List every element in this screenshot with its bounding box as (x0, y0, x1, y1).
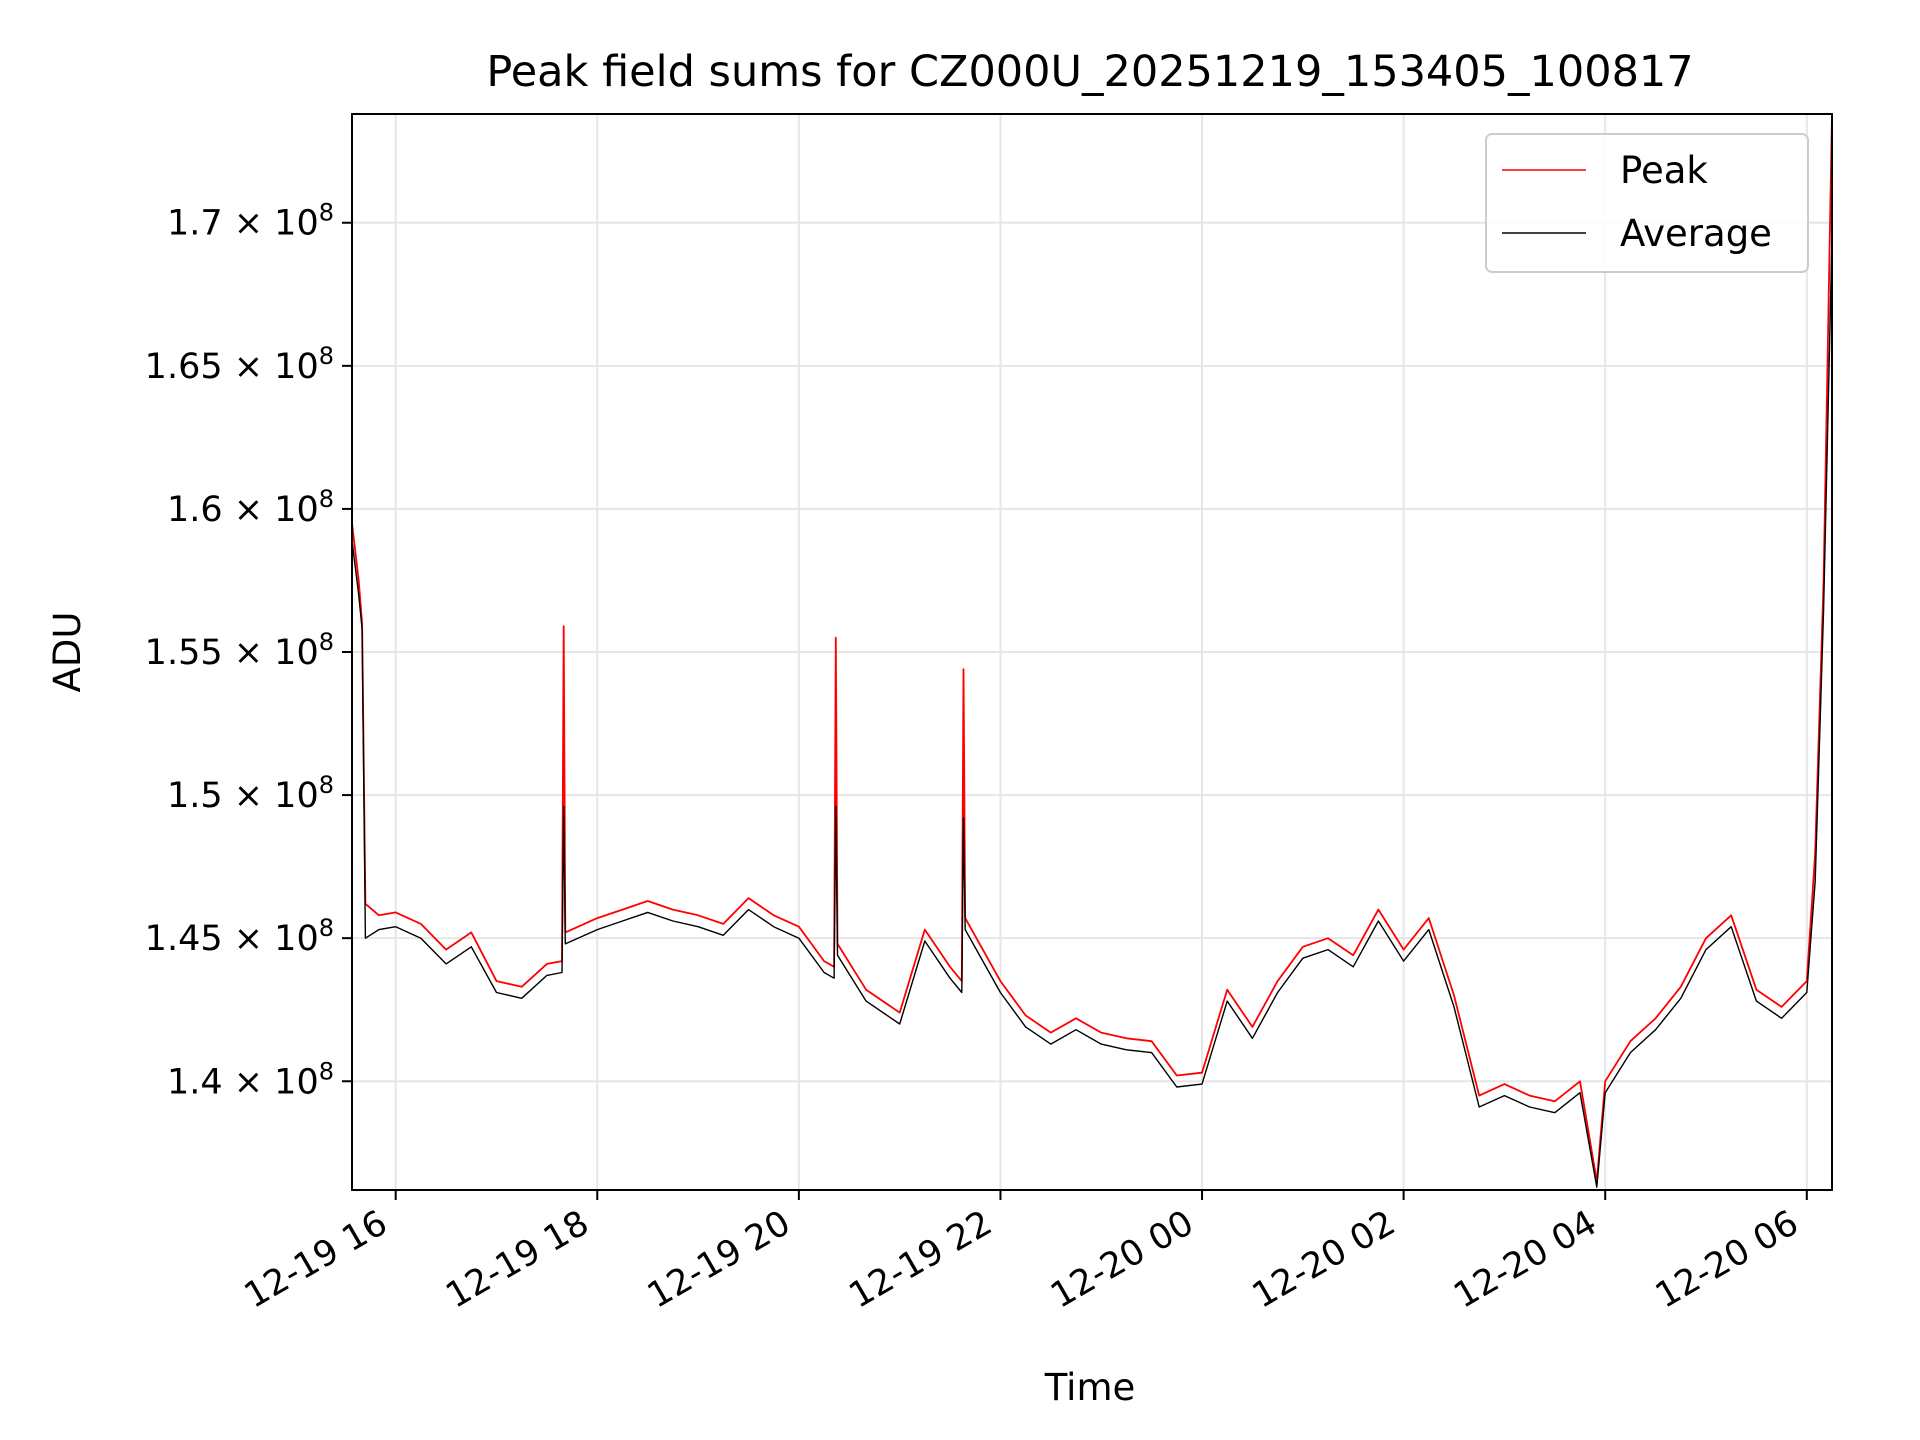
legend-label-peak: Peak (1620, 149, 1708, 192)
y-tick-label: 1.45 × 108 (145, 914, 334, 959)
x-axis-label: Time (1044, 1366, 1136, 1409)
y-tick-label: 1.6 × 108 (167, 485, 334, 530)
legend-box (1485, 133, 1809, 273)
y-axis: 1.4 × 108 1.45 × 108 1.5 × 108 1.55 × 108 1.… (145, 199, 352, 1102)
legend: Peak Average (1485, 133, 1809, 273)
y-axis-label: ADU (46, 612, 89, 693)
y-tick-label: 1.5 × 108 (167, 771, 334, 816)
grid (352, 114, 1832, 1190)
series-line-average (352, 237, 1832, 1188)
y-tick-label: 1.65 × 108 (145, 342, 334, 387)
legend-label-average: Average (1620, 212, 1772, 255)
y-tick-label: 1.4 × 108 (167, 1057, 334, 1102)
y-tick-label: 1.55 × 108 (145, 628, 334, 673)
y-tick-label: 1.7 × 108 (167, 199, 334, 244)
series-group (352, 114, 1832, 1188)
chart-title: Peak field sums for CZ000U_20251219_1534… (486, 47, 1693, 97)
